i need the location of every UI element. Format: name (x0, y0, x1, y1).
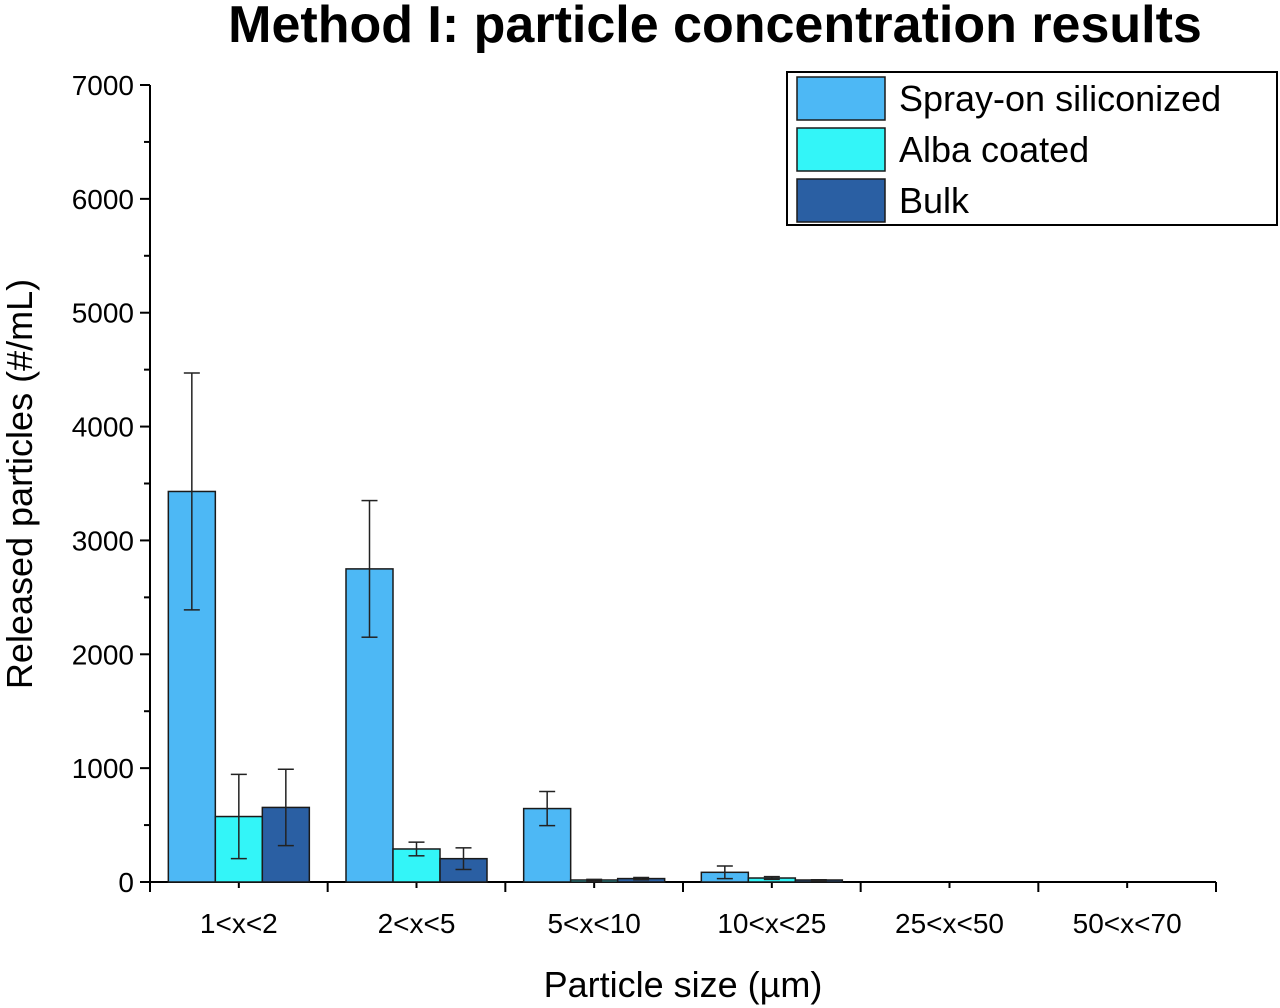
y-tick-label: 6000 (72, 184, 134, 215)
legend-label: Bulk (899, 180, 970, 221)
legend-label: Alba coated (899, 129, 1089, 170)
x-tick-label: 2<x<5 (378, 908, 456, 939)
y-tick-label: 1000 (72, 753, 134, 784)
y-tick-label: 0 (118, 867, 134, 898)
y-tick-label: 2000 (72, 639, 134, 670)
x-tick-label: 25<x<50 (895, 908, 1004, 939)
legend: Spray-on siliconized Alba coated Bulk (786, 71, 1278, 226)
legend-swatch (796, 127, 886, 172)
y-tick-label: 7000 (72, 70, 134, 101)
y-tick-label: 3000 (72, 525, 134, 556)
legend-swatch (796, 76, 886, 121)
legend-label: Spray-on siliconized (899, 78, 1221, 119)
x-tick-label: 10<x<25 (717, 908, 826, 939)
x-tick-label: 1<x<2 (200, 908, 278, 939)
chart-title: Method I: particle concentration results (228, 0, 1202, 54)
x-tick-label: 50<x<70 (1073, 908, 1182, 939)
x-tick-label: 5<x<10 (547, 908, 640, 939)
y-axis-label: Released particles (#/mL) (0, 279, 40, 689)
plot-area: 0 1000 2000 3000 4000 5000 6000 7000 1<x<2 2<x<5 5… (72, 70, 1217, 939)
legend-swatch (796, 178, 886, 223)
x-axis-label: Particle size (µm) (544, 964, 823, 1005)
y-tick-label: 4000 (72, 412, 134, 443)
y-tick-label: 5000 (72, 298, 134, 329)
